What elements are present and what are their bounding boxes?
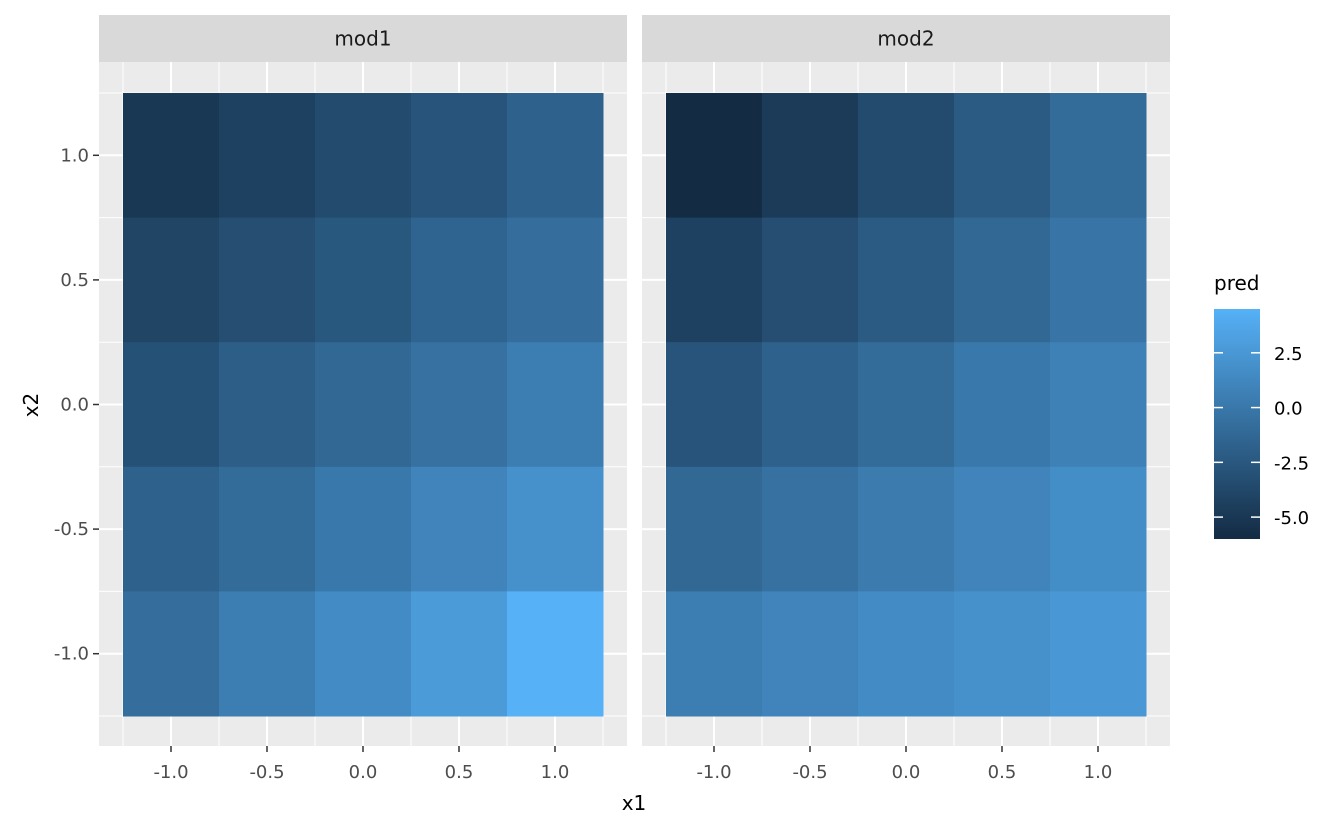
legend-label: -2.5 — [1274, 453, 1309, 474]
facet-strip — [642, 15, 1170, 62]
heat-tile — [954, 217, 1051, 343]
heat-tile — [666, 466, 763, 592]
heat-tile — [507, 93, 604, 219]
legend-label: -5.0 — [1274, 508, 1309, 529]
legend-label: 2.5 — [1274, 344, 1303, 365]
y-tick-label: -1.0 — [54, 644, 89, 665]
legend-colorbar — [1214, 309, 1260, 539]
y-tick-label: 0.5 — [60, 270, 89, 291]
heat-tile — [315, 93, 412, 219]
x-tick-label: 0.0 — [892, 762, 921, 783]
heat-tile — [411, 217, 508, 343]
heat-tile — [507, 217, 604, 343]
heat-tile — [315, 591, 412, 717]
heat-tile — [1050, 466, 1147, 592]
y-tick-label: 0.0 — [60, 395, 89, 416]
heat-tile — [954, 591, 1051, 717]
panel-mod1: mod1 -1.0 -0.5 0.0 0.5 1.0 — [99, 15, 627, 783]
legend-title: pred — [1214, 271, 1259, 295]
heat-tile — [1050, 217, 1147, 343]
heat-tile — [666, 217, 763, 343]
heat-tile — [666, 342, 763, 468]
heat-tile — [411, 591, 508, 717]
heat-tile — [507, 342, 604, 468]
heat-tile — [858, 93, 955, 219]
heat-tile — [219, 93, 316, 219]
heat-tile — [507, 591, 604, 717]
heat-tile — [858, 217, 955, 343]
x-tick-label: -0.5 — [792, 762, 827, 783]
heat-tile — [315, 342, 412, 468]
heat-tile — [507, 466, 604, 592]
facet-label: mod2 — [877, 27, 934, 51]
heat-tile — [666, 591, 763, 717]
x-tick-label: 1.0 — [541, 762, 570, 783]
heat-tile — [219, 591, 316, 717]
heat-tile — [762, 591, 859, 717]
heat-tile — [411, 466, 508, 592]
y-tick-label: 1.0 — [60, 145, 89, 166]
heat-tile — [123, 342, 220, 468]
panel-mod2: mod2 -1.0 -0.5 0.0 0.5 1.0 — [642, 15, 1170, 783]
heat-tile — [858, 591, 955, 717]
heat-tile — [219, 217, 316, 343]
heat-tile — [123, 93, 220, 219]
heat-tile — [1050, 591, 1147, 717]
x-tick-label: 0.5 — [988, 762, 1017, 783]
heat-tile — [219, 466, 316, 592]
x-tick-label: -1.0 — [696, 762, 731, 783]
heat-tile — [666, 93, 763, 219]
x-tick-label: -1.0 — [153, 762, 188, 783]
heat-tile — [954, 93, 1051, 219]
heat-tile — [315, 466, 412, 592]
heat-tile — [762, 342, 859, 468]
x-axis-title: x1 — [622, 791, 647, 815]
heat-tile — [762, 466, 859, 592]
x-tick-label: -0.5 — [249, 762, 284, 783]
heat-tile — [123, 217, 220, 343]
heat-tile — [411, 342, 508, 468]
legend: pred 2.5 0.0 -2.5 -5.0 — [1214, 271, 1309, 539]
facet-label: mod1 — [334, 27, 391, 51]
heat-tile — [315, 217, 412, 343]
heat-tile — [762, 217, 859, 343]
x-tick-label: 1.0 — [1084, 762, 1113, 783]
facet-strip — [99, 15, 627, 62]
legend-label: 0.0 — [1274, 399, 1303, 420]
heat-tile — [954, 466, 1051, 592]
x-tick-label: 0.0 — [349, 762, 378, 783]
heat-tile — [1050, 342, 1147, 468]
heat-tile — [858, 466, 955, 592]
heat-tile — [411, 93, 508, 219]
y-axis-title: x2 — [19, 393, 43, 418]
heat-tile — [954, 342, 1051, 468]
panels: mod1 -1.0 -0.5 0.0 0.5 1.0 mod2 -1.0 -0.5 0.0 0.5 1… — [99, 15, 1170, 783]
heat-tile — [123, 466, 220, 592]
heat-tile — [219, 342, 316, 468]
heat-tile — [762, 93, 859, 219]
y-tick-label: -0.5 — [54, 519, 89, 540]
heat-tile — [123, 591, 220, 717]
x-tick-label: 0.5 — [445, 762, 474, 783]
heat-tile — [858, 342, 955, 468]
heat-tile — [1050, 93, 1147, 219]
